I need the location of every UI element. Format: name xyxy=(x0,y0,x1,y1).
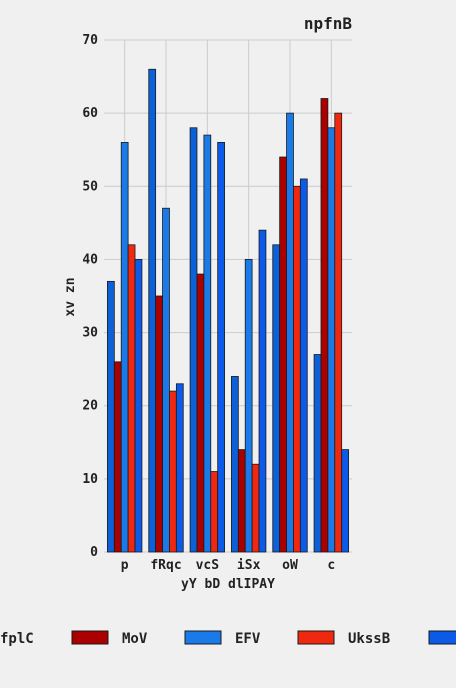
bar xyxy=(334,112,343,553)
bar xyxy=(341,449,349,553)
bar xyxy=(244,259,253,553)
x-tick-label: fRqc xyxy=(150,558,181,573)
y-tick-label: 10 xyxy=(82,472,98,487)
legend-label: EFV xyxy=(235,631,261,647)
bar xyxy=(327,127,336,553)
bar xyxy=(293,185,301,553)
bar xyxy=(286,112,294,553)
bar xyxy=(217,141,225,553)
x-axis-label: yY bD dlIPAY xyxy=(181,577,275,592)
legend-swatch xyxy=(184,630,222,645)
legend-label: fplC xyxy=(0,631,34,647)
bar xyxy=(189,127,198,553)
y-axis-label: xv zn xyxy=(63,277,78,316)
bar xyxy=(127,244,136,553)
bar xyxy=(299,178,308,553)
legend-swatch xyxy=(71,630,109,645)
bar xyxy=(237,449,246,553)
y-tick-label: 20 xyxy=(82,399,98,414)
y-tick-label: 40 xyxy=(82,252,98,267)
y-tick-label: 30 xyxy=(82,326,98,341)
axis-layer: 0 10 20 30 40 50 60 70 p fRqc vcS iSx oW c xyxy=(82,33,335,573)
bar xyxy=(148,68,157,553)
bar xyxy=(279,156,287,553)
bar xyxy=(258,229,267,553)
bar xyxy=(203,134,212,553)
bars-layer xyxy=(107,68,349,553)
x-tick-label: iSx xyxy=(237,558,261,573)
bar xyxy=(134,259,143,553)
bar xyxy=(175,383,184,553)
bar xyxy=(272,244,281,553)
legend: fplC MoV EFV UkssB xyxy=(0,630,456,647)
bar xyxy=(320,98,329,553)
y-tick-label: 50 xyxy=(82,179,98,194)
legend-swatch xyxy=(428,630,456,645)
x-tick-label: oW xyxy=(282,558,298,573)
x-tick-label: c xyxy=(327,558,335,573)
bar xyxy=(107,280,115,553)
bar xyxy=(196,273,205,553)
chart-title: npfnB xyxy=(304,14,353,33)
bar xyxy=(169,390,177,553)
y-tick-label: 0 xyxy=(90,545,98,560)
bar xyxy=(313,354,322,553)
bar xyxy=(251,463,260,553)
bar xyxy=(162,207,170,553)
y-tick-label: 70 xyxy=(82,33,98,48)
bar xyxy=(210,471,219,553)
bar xyxy=(113,361,122,553)
x-tick-label: vcS xyxy=(196,558,220,573)
bar xyxy=(231,376,239,553)
legend-label: UkssB xyxy=(348,631,390,647)
y-tick-label: 60 xyxy=(82,106,98,121)
legend-label: MoV xyxy=(122,631,148,647)
bar xyxy=(120,141,129,553)
x-tick-label: p xyxy=(121,558,129,573)
bar xyxy=(155,295,163,553)
legend-swatch xyxy=(297,630,335,645)
